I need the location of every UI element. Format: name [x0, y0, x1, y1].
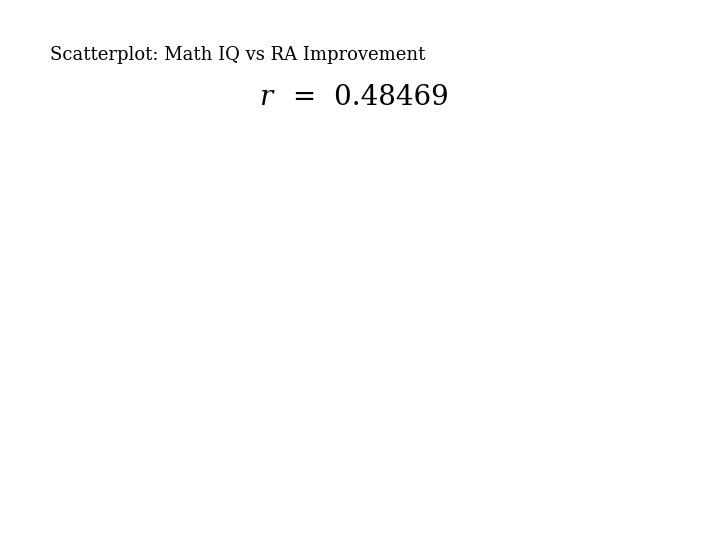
Text: =  0.48469: = 0.48469 [284, 84, 449, 111]
Text: Scatterplot: Math IQ vs RA Improvement: Scatterplot: Math IQ vs RA Improvement [50, 46, 426, 64]
Text: r: r [259, 84, 272, 111]
